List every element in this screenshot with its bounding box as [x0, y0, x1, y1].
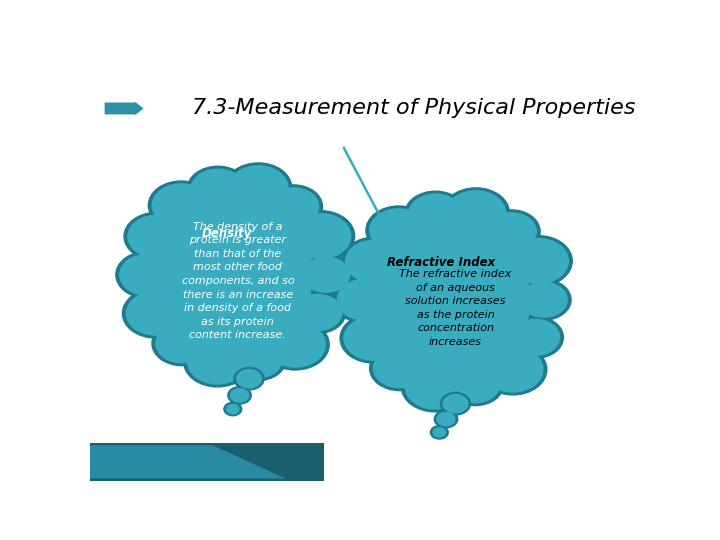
Circle shape — [374, 349, 426, 388]
Circle shape — [128, 215, 184, 258]
Circle shape — [370, 209, 428, 252]
Circle shape — [224, 402, 242, 416]
Circle shape — [126, 292, 185, 335]
Circle shape — [444, 395, 468, 413]
Circle shape — [188, 340, 248, 384]
Text: Density: Density — [202, 227, 252, 240]
Circle shape — [237, 369, 261, 388]
Circle shape — [516, 279, 571, 320]
Circle shape — [124, 213, 188, 260]
Circle shape — [342, 238, 405, 285]
Circle shape — [346, 240, 402, 282]
Circle shape — [229, 339, 286, 381]
Circle shape — [234, 368, 264, 390]
Circle shape — [269, 188, 319, 225]
Circle shape — [405, 191, 466, 237]
Circle shape — [287, 211, 355, 261]
Circle shape — [302, 258, 349, 292]
Circle shape — [504, 235, 572, 286]
Circle shape — [486, 213, 536, 250]
Circle shape — [291, 214, 351, 259]
FancyArrow shape — [104, 100, 145, 116]
Circle shape — [227, 404, 239, 414]
Circle shape — [264, 185, 323, 228]
Circle shape — [152, 184, 210, 227]
Circle shape — [447, 363, 503, 406]
Circle shape — [441, 393, 471, 415]
Text: Refractive Index: Refractive Index — [387, 256, 495, 269]
Ellipse shape — [158, 194, 318, 355]
Circle shape — [225, 163, 292, 213]
Circle shape — [233, 341, 282, 378]
Circle shape — [401, 361, 469, 412]
Circle shape — [431, 426, 449, 439]
Polygon shape — [90, 446, 285, 478]
Circle shape — [230, 389, 248, 402]
Circle shape — [261, 319, 329, 370]
Circle shape — [229, 166, 288, 210]
Circle shape — [508, 239, 568, 284]
Circle shape — [184, 336, 251, 387]
Circle shape — [405, 364, 465, 409]
Circle shape — [442, 188, 510, 238]
Text: The refractive index
of an aqueous
solution increases
as the protein
concentrati: The refractive index of an aqueous solut… — [400, 269, 512, 347]
Polygon shape — [90, 443, 324, 481]
Text: 7.3-Measurement of Physical Properties: 7.3-Measurement of Physical Properties — [192, 98, 635, 118]
Circle shape — [511, 319, 559, 355]
Circle shape — [148, 181, 214, 230]
Circle shape — [482, 347, 543, 392]
Circle shape — [409, 194, 462, 234]
Circle shape — [338, 279, 392, 320]
Circle shape — [156, 324, 208, 363]
Ellipse shape — [376, 219, 535, 380]
Circle shape — [434, 410, 458, 428]
Circle shape — [289, 292, 346, 333]
Circle shape — [120, 254, 175, 295]
Circle shape — [265, 322, 325, 367]
Circle shape — [482, 210, 540, 253]
Circle shape — [433, 428, 446, 437]
Ellipse shape — [163, 198, 313, 352]
Circle shape — [152, 321, 212, 366]
Circle shape — [299, 254, 354, 295]
Circle shape — [369, 346, 430, 390]
Text: The density of a
protein is greater
than that of the
most other food
components,: The density of a protein is greater than… — [181, 221, 294, 340]
Circle shape — [122, 289, 189, 338]
Circle shape — [187, 166, 248, 212]
Ellipse shape — [380, 223, 531, 377]
Circle shape — [521, 282, 567, 317]
Circle shape — [116, 251, 179, 298]
Circle shape — [333, 276, 397, 323]
Circle shape — [294, 294, 342, 330]
Circle shape — [191, 169, 245, 209]
Circle shape — [437, 413, 455, 426]
Circle shape — [508, 316, 564, 359]
Circle shape — [446, 191, 505, 235]
Circle shape — [344, 316, 402, 360]
Circle shape — [228, 387, 251, 404]
Circle shape — [451, 366, 500, 403]
Circle shape — [366, 206, 431, 255]
Circle shape — [479, 344, 546, 395]
Circle shape — [340, 314, 406, 363]
